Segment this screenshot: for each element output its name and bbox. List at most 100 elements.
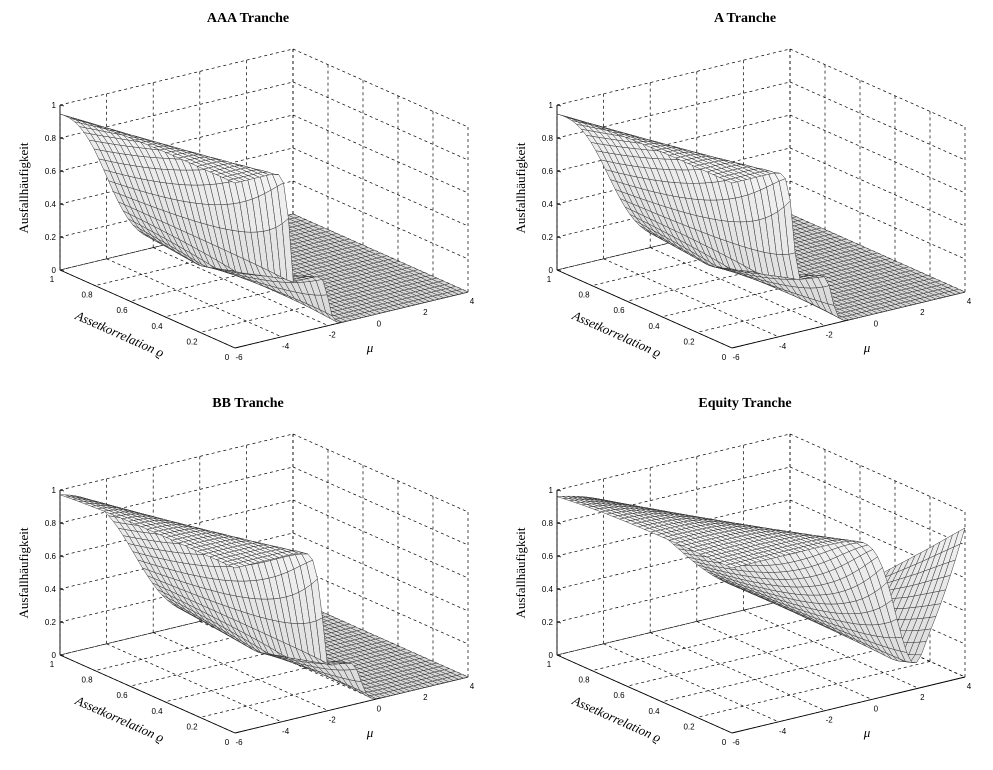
y-tick-label: 2 [920,308,925,317]
x-axis-line [556,269,733,349]
grid-line [556,114,791,172]
grid-line [59,114,294,172]
grid-line [789,147,966,227]
y-tick-label: 0 [874,319,879,328]
z-tick-mark [556,203,562,206]
y-tick-label: 4 [470,682,475,691]
x-tick-label: 1 [50,660,55,669]
z-tick-mark [59,621,65,624]
grid-line [650,632,826,711]
y-tick-label: -2 [329,331,337,340]
y-tick-label: 0 [377,704,382,713]
grid-line [591,229,826,286]
x-tick-label: 1 [50,275,55,284]
grid-line [59,499,294,557]
surface-mesh [556,113,966,321]
y-tick-label: 2 [423,693,428,702]
z-tick-label: 0.2 [542,233,554,242]
surface-cell [228,563,241,569]
chart-panel-a: A Tranche 0 0.2 0.4 0.6 0.8 1 0 0.2 0.4 0.6 0.8 1 -6-… [497,0,993,385]
z-tick-label: 1 [52,101,57,110]
x-tick-label: 0.8 [81,291,93,300]
z-tick-label: 0.2 [45,233,57,242]
grid-line [292,114,469,194]
z-tick-label: 0.8 [45,519,57,528]
x-axis-line [59,269,236,349]
grid-line [696,661,931,718]
grid-line [696,276,931,333]
grid-line [789,433,966,513]
x-tick-label: 0.6 [613,306,625,315]
x-tick-label: 0.2 [683,337,695,346]
x-tick-label: 0.2 [186,337,198,346]
grid-line [789,466,966,546]
grid-line [153,247,329,326]
y-tick-label: -6 [235,353,243,362]
grid-line [129,244,364,302]
x-tick-label: 0.4 [648,322,660,331]
surface-mesh [59,113,469,323]
grid-line [106,258,282,338]
z-tick-label: 1 [549,101,554,110]
y-tick-label: 4 [470,297,475,306]
grid-line [164,260,399,318]
grid-line [789,114,966,194]
grid-line [591,614,826,671]
z-tick-mark [59,104,65,107]
axes [556,490,966,734]
grid-line [556,81,791,139]
z-tick-mark [59,269,65,272]
z-axis-label: Ausfallhäufigkeit [16,527,31,618]
chart-title: AAA Tranche [207,11,289,26]
z-tick-label: 0 [549,266,554,275]
x-tick-label: 0.4 [151,707,163,716]
grid-line [292,180,469,260]
z-tick-mark [59,654,65,657]
y-tick-label: 4 [967,297,972,306]
z-tick-label: 0.4 [45,585,57,594]
grid-line [789,180,966,260]
grid-line [292,48,469,128]
chart-panel-equity: Equity Tranche 0 0.2 0.4 0.6 0.8 1 0 0.2 0.4 0.6 0.… [497,385,993,770]
grid-line [626,629,861,687]
z-tick-mark [59,489,65,492]
grid-line [94,229,329,286]
grid-line [292,433,469,513]
grid-line [743,609,919,689]
x-axis-line [556,654,733,734]
grid-line [696,621,872,700]
z-tick-mark [59,522,65,525]
grid-line [292,532,469,612]
grid-line [164,645,399,703]
grid-line [292,565,469,645]
grid-line [292,499,469,579]
x-tick-label: 0.2 [186,722,198,731]
grid-line [59,433,294,491]
surface-chart-bb: BB Tranche00.20.40.60.8100.20.40.60.81-6… [16,396,475,747]
grid-line [789,499,966,579]
grid-line [292,466,469,546]
z-tick-label: 0.4 [542,200,554,209]
z-tick-mark [59,555,65,558]
y-tick-label: 0 [377,319,382,328]
chart-panel-bb: BB Tranche 0 0.2 0.4 0.6 0.8 1 0 0.2 0.4 0.6 0.8 1 -6… [0,385,496,770]
z-axis-label: Ausfallhäufigkeit [16,142,31,233]
z-tick-mark [59,203,65,206]
grid-line [106,643,282,723]
y-tick-label: -4 [282,727,290,736]
z-tick-label: 1 [52,486,57,495]
z-tick-mark [556,137,562,140]
grid-line [59,466,294,524]
y-tick-label: -4 [282,342,290,351]
x-tick-label: 0 [225,738,230,747]
grid-line [292,147,469,227]
y-tick-label: -4 [779,342,787,351]
x-tick-label: 0.6 [116,691,128,700]
y-axis-line [731,676,966,734]
y-axis-label: μ [366,340,374,355]
x-axis-line [59,654,236,734]
grid-line [556,48,791,106]
x-tick-label: 1 [547,275,552,284]
y-tick-label: -6 [235,738,243,747]
grid-line [199,276,434,333]
